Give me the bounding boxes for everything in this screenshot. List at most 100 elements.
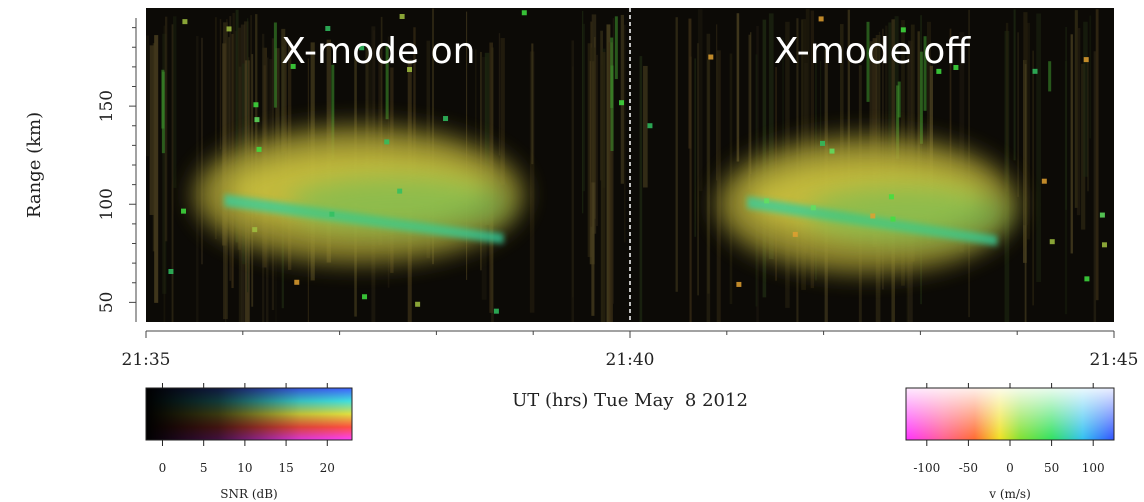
speckle [168, 269, 174, 275]
noise-stripe [228, 37, 230, 208]
noise-stripe [1032, 50, 1034, 306]
noise-stripe [500, 38, 505, 185]
noise-stripe [1095, 9, 1099, 301]
y-tick-label: 50 [97, 292, 117, 314]
colorbar-tick-label: -100 [913, 461, 940, 475]
speckle [1083, 57, 1089, 63]
noise-stripe [608, 42, 613, 322]
noise-stripe [949, 28, 952, 233]
annotation-xmode-off: X-mode off [774, 31, 971, 72]
noise-stripe [606, 24, 611, 322]
noise-stripe [275, 48, 280, 169]
colorbar-tick-label: 10 [237, 461, 252, 475]
noise-stripe [237, 27, 242, 250]
noise-stripe [840, 24, 844, 216]
speckle [415, 301, 421, 307]
velocity-colorbar-label: v (m/s) [988, 487, 1031, 501]
noise-stripe [226, 19, 228, 200]
noise-stripe [229, 16, 232, 281]
noise-stripe [214, 17, 217, 240]
noise-stripe [694, 58, 697, 237]
clutter-streak [923, 36, 927, 111]
speckle [829, 148, 835, 154]
speckle [647, 123, 653, 129]
noise-stripe [929, 65, 933, 207]
speckle [384, 139, 390, 145]
speckle [890, 216, 896, 222]
noise-stripe [620, 14, 624, 184]
noise-stripe [1017, 32, 1019, 197]
noise-stripe [596, 54, 599, 226]
noise-stripe [255, 14, 258, 217]
noise-stripe [1026, 22, 1030, 240]
speckle [619, 100, 625, 106]
noise-stripe [196, 36, 199, 322]
y-tick-label: 100 [97, 188, 117, 220]
noise-stripe [716, 24, 718, 181]
speckle [888, 194, 894, 200]
noise-stripe [697, 43, 700, 296]
clutter-streak [614, 16, 618, 80]
noise-stripe [878, 31, 881, 209]
noise-stripe [706, 33, 711, 322]
colorbar-tick-label: -50 [959, 461, 978, 475]
speckle [936, 68, 942, 74]
y-axis: 50 100 150 [97, 18, 137, 322]
noise-stripe [1087, 57, 1089, 192]
noise-stripe [498, 33, 501, 156]
colorbar-tick-label: 50 [1044, 461, 1059, 475]
noise-stripe [707, 59, 710, 294]
clutter-streak [897, 81, 901, 118]
noise-stripe [926, 21, 932, 244]
speckle [407, 67, 413, 73]
colorbar-tick-label: 100 [1082, 461, 1105, 475]
noise-stripe [146, 35, 150, 157]
noise-stripe [639, 56, 643, 322]
noise-stripe [164, 16, 168, 242]
clutter-streak [331, 64, 335, 160]
x-tick-label: 21:45 [1090, 350, 1139, 370]
speckle [792, 231, 798, 237]
noise-stripe [149, 45, 155, 215]
noise-stripe [736, 13, 740, 162]
noise-stripe [365, 44, 369, 189]
noise-stripe [531, 43, 534, 165]
speckle [181, 208, 187, 214]
speckle [1099, 212, 1105, 218]
speckle [325, 25, 331, 31]
speckle [900, 27, 906, 33]
speckle [736, 281, 742, 287]
noise-stripe [1013, 9, 1016, 161]
speckle [362, 294, 368, 300]
noise-stripe [917, 31, 920, 202]
speckle [764, 198, 770, 204]
noise-stripe [154, 35, 159, 303]
noise-stripe [281, 28, 286, 153]
noise-stripe [643, 65, 648, 188]
speckle [256, 146, 262, 152]
noise-stripe [1074, 10, 1078, 208]
noise-stripe [219, 18, 222, 150]
noise-stripe [1083, 21, 1088, 177]
speckle [1101, 242, 1107, 248]
speckle [182, 19, 188, 25]
clutter-streak [866, 21, 870, 102]
x-axis: 21:35 21:40 21:45 [122, 330, 1139, 370]
clutter-streak [273, 22, 277, 108]
noise-stripe [1065, 26, 1067, 210]
speckle [870, 213, 876, 219]
noise-stripe [484, 52, 490, 226]
noise-stripe [269, 59, 274, 185]
colorbar-tick-label: 0 [159, 461, 167, 475]
x-tick-label: 21:35 [122, 350, 171, 370]
noise-stripe [782, 37, 784, 205]
noise-stripe [222, 43, 227, 246]
speckle [329, 211, 335, 217]
noise-stripe [697, 9, 703, 192]
noise-stripe [581, 10, 584, 214]
echo-green-0 [289, 176, 509, 232]
noise-stripe [869, 41, 874, 167]
clutter-streak [896, 85, 900, 159]
x-tick-label: 21:40 [606, 350, 655, 370]
